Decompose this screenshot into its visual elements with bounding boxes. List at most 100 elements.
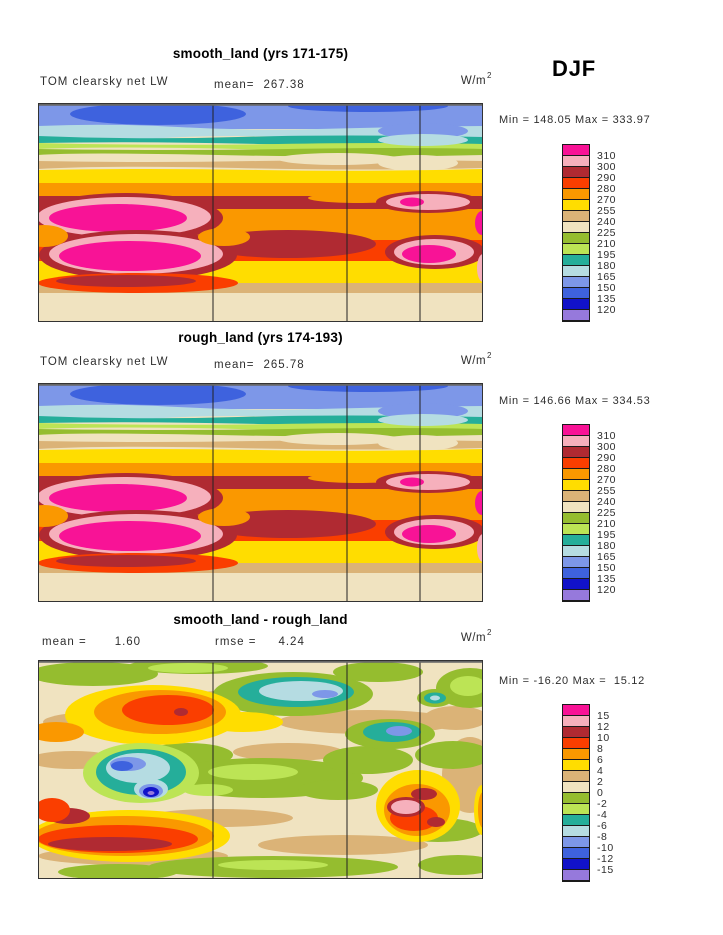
colorbar-cell [563,815,589,826]
colorbar-tick-label: 8 [597,743,604,755]
colorbar-tick-label: 225 [597,227,617,239]
colorbar-cell [563,738,589,749]
colorbar-cell [563,222,589,233]
panel3-units-exponent: 2 [487,628,492,637]
colorbar-cell [563,145,589,156]
colorbar-cell [563,255,589,266]
colorbar-cell [563,458,589,469]
colorbar-cell [563,859,589,870]
colorbar-cell [563,793,589,804]
colorbar-tick-label: 195 [597,529,617,541]
panel1-mean: mean= 267.38 [214,79,305,91]
panel2-minmax-label: Min = 146.66 Max = 334.53 [499,395,651,407]
colorbar-cell [563,870,589,881]
colorbar-tick-label: 135 [597,293,617,305]
panel2-contour-map [38,383,483,602]
panel3-mean: mean = 1.60 [42,636,141,648]
colorbar-tick-label: 240 [597,216,617,228]
colorbar-tick-label: 195 [597,249,617,261]
colorbar-cell [563,535,589,546]
colorbar-cell [563,848,589,859]
panel3-rmse-value: 4.24 [278,636,305,648]
colorbar-tick-label: -4 [597,809,608,821]
panel3-title: smooth_land - rough_land [173,612,348,627]
colorbar-tick-label: -15 [597,864,614,876]
panel3-units-base: W/m [460,632,487,644]
colorbar-cell [563,447,589,458]
colorbar-cell [563,469,589,480]
colorbar-tick-label: 300 [597,161,617,173]
colorbar-tick-label: 120 [597,304,617,316]
colorbar-cell [563,480,589,491]
colorbar-tick-label: 210 [597,238,617,250]
colorbar-cell [563,749,589,760]
colorbar-cell [563,771,589,782]
panel1-mean-value: 267.38 [263,79,305,91]
colorbar-cell [563,277,589,288]
colorbar-tick-label: 150 [597,282,617,294]
panel3-rmse: rmse = 4.24 [215,636,305,648]
colorbar-tick-label: 4 [597,765,604,777]
colorbar-tick-label: -6 [597,820,608,832]
colorbar-tick-label: 300 [597,441,617,453]
colorbar-tick-label: 240 [597,496,617,508]
colorbar-tick-label: 255 [597,205,617,217]
colorbar-tick-label: 2 [597,776,604,788]
panel1-units: W/m2 [428,71,492,87]
colorbar-tick-label: 10 [597,732,610,744]
colorbar-tick-label: 270 [597,474,617,486]
colorbar-cell [563,760,589,771]
colorbar-tick-label: 120 [597,584,617,596]
colorbar-cell [563,513,589,524]
panel1-mean-label: mean= [214,79,255,91]
panel2-units-base: W/m [460,355,487,367]
colorbar-cell [563,568,589,579]
colorbar-cell [563,299,589,310]
panel1-title: smooth_land (yrs 171-175) [172,46,349,61]
colorbar-tick-label: -8 [597,831,608,843]
colorbar-tick-label: 270 [597,194,617,206]
colorbar-tick-label: -10 [597,842,614,854]
colorbar-tick-label: 280 [597,183,617,195]
panel3-mean-label: mean = [42,636,87,648]
colorbar-cell [563,837,589,848]
colorbar-cell [563,211,589,222]
colorbar-tick-label: 280 [597,463,617,475]
colorbar-cell [563,310,589,321]
panel1-minmax-label: Min = 148.05 Max = 333.97 [499,114,651,126]
panel2-title: rough_land (yrs 174-193) [178,330,343,345]
colorbar-tick-label: 290 [597,452,617,464]
colorbar-cell [563,156,589,167]
season-label: DJF [552,56,596,81]
panel1-contour-map [38,103,483,322]
colorbar-tick-label: 165 [597,551,617,563]
colorbar-cell [563,244,589,255]
colorbar-tick-label: -2 [597,798,608,810]
colorbar-cell [563,546,589,557]
colorbar-tick-label: 310 [597,150,617,162]
panel1-units-base: W/m [460,75,487,87]
colorbar-cell [563,557,589,568]
colorbar-tick-label: 180 [597,540,617,552]
colorbar-cell [563,288,589,299]
colorbar-tick-label: 6 [597,754,604,766]
panel3-units: W/m2 [428,628,492,644]
colorbar-cell [563,804,589,815]
colorbar-cell [563,716,589,727]
panel2-units-exponent: 2 [487,351,492,360]
panel2-variable-label: TOM clearsky net LW [40,356,169,368]
panel3-rmse-label: rmse = [215,636,257,648]
colorbar-cell [563,727,589,738]
colorbar-tick-label: 15 [597,710,610,722]
colorbar-cell [563,167,589,178]
colorbar-tick-label: 150 [597,562,617,574]
panel3-map-svg [38,660,483,879]
colorbar-tick-label: 210 [597,518,617,530]
colorbar-cell [563,502,589,513]
colorbar-tick-label: 135 [597,573,617,585]
colorbar-cell [563,782,589,793]
colorbar-cell [563,524,589,535]
panel1-colorbar: 310 300 290 280 270 255 240 225 210 195 180 165 150 1… [562,144,616,322]
colorbar-tick-label: 180 [597,260,617,272]
colorbar-tick-label: 0 [597,787,604,799]
